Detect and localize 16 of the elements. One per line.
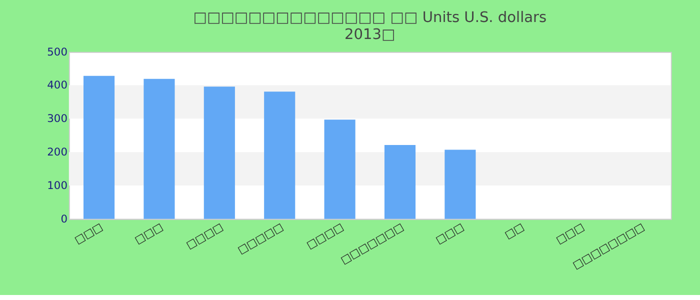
y-tick-label: 300 — [47, 112, 68, 126]
bar — [83, 76, 115, 219]
bar — [384, 145, 416, 219]
bar — [264, 92, 296, 219]
chart-title: □□□□□□□□□□□□□□ □□ Units U.S. dollars — [193, 8, 547, 26]
y-tick-label: 200 — [47, 145, 68, 158]
y-tick-label: 400 — [47, 78, 68, 92]
bar — [324, 120, 356, 219]
bar — [204, 86, 235, 219]
y-tick-label: 0 — [60, 212, 68, 226]
chart-subtitle: 2013□ — [344, 26, 396, 44]
bar — [144, 78, 175, 219]
bar — [444, 150, 476, 219]
x-tick-label: □□ — [502, 220, 526, 242]
y-tick-label: 100 — [47, 178, 68, 192]
y-tick-label: 500 — [47, 45, 68, 58]
